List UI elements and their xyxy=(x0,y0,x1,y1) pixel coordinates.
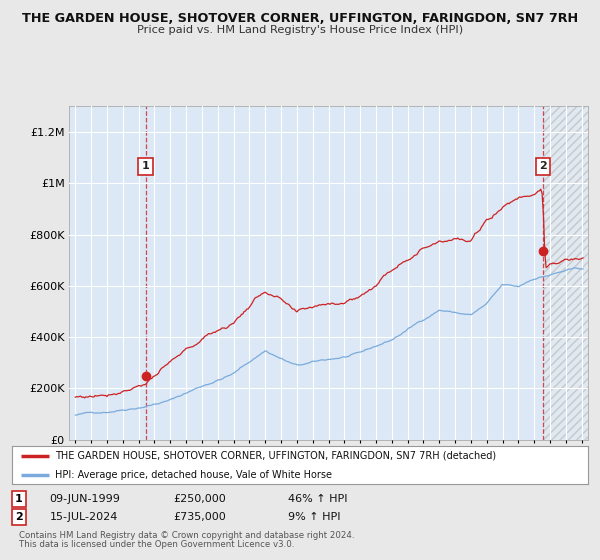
Text: This data is licensed under the Open Government Licence v3.0.: This data is licensed under the Open Gov… xyxy=(19,540,294,549)
Text: Price paid vs. HM Land Registry's House Price Index (HPI): Price paid vs. HM Land Registry's House … xyxy=(137,25,463,35)
Text: HPI: Average price, detached house, Vale of White Horse: HPI: Average price, detached house, Vale… xyxy=(55,470,332,480)
Text: £735,000: £735,000 xyxy=(173,512,226,522)
Bar xyxy=(543,106,588,440)
Text: 1: 1 xyxy=(15,494,23,504)
Text: 1: 1 xyxy=(142,161,149,171)
Text: THE GARDEN HOUSE, SHOTOVER CORNER, UFFINGTON, FARINGDON, SN7 7RH: THE GARDEN HOUSE, SHOTOVER CORNER, UFFIN… xyxy=(22,12,578,25)
Bar xyxy=(543,106,588,440)
Text: 2: 2 xyxy=(15,512,23,522)
Text: 15-JUL-2024: 15-JUL-2024 xyxy=(49,512,118,522)
Text: Contains HM Land Registry data © Crown copyright and database right 2024.: Contains HM Land Registry data © Crown c… xyxy=(19,531,355,540)
Text: £250,000: £250,000 xyxy=(173,494,226,504)
Text: 2: 2 xyxy=(539,161,547,171)
Text: THE GARDEN HOUSE, SHOTOVER CORNER, UFFINGTON, FARINGDON, SN7 7RH (detached): THE GARDEN HOUSE, SHOTOVER CORNER, UFFIN… xyxy=(55,451,496,461)
Text: 09-JUN-1999: 09-JUN-1999 xyxy=(49,494,121,504)
Text: 9% ↑ HPI: 9% ↑ HPI xyxy=(289,512,341,522)
Text: 46% ↑ HPI: 46% ↑ HPI xyxy=(289,494,348,504)
